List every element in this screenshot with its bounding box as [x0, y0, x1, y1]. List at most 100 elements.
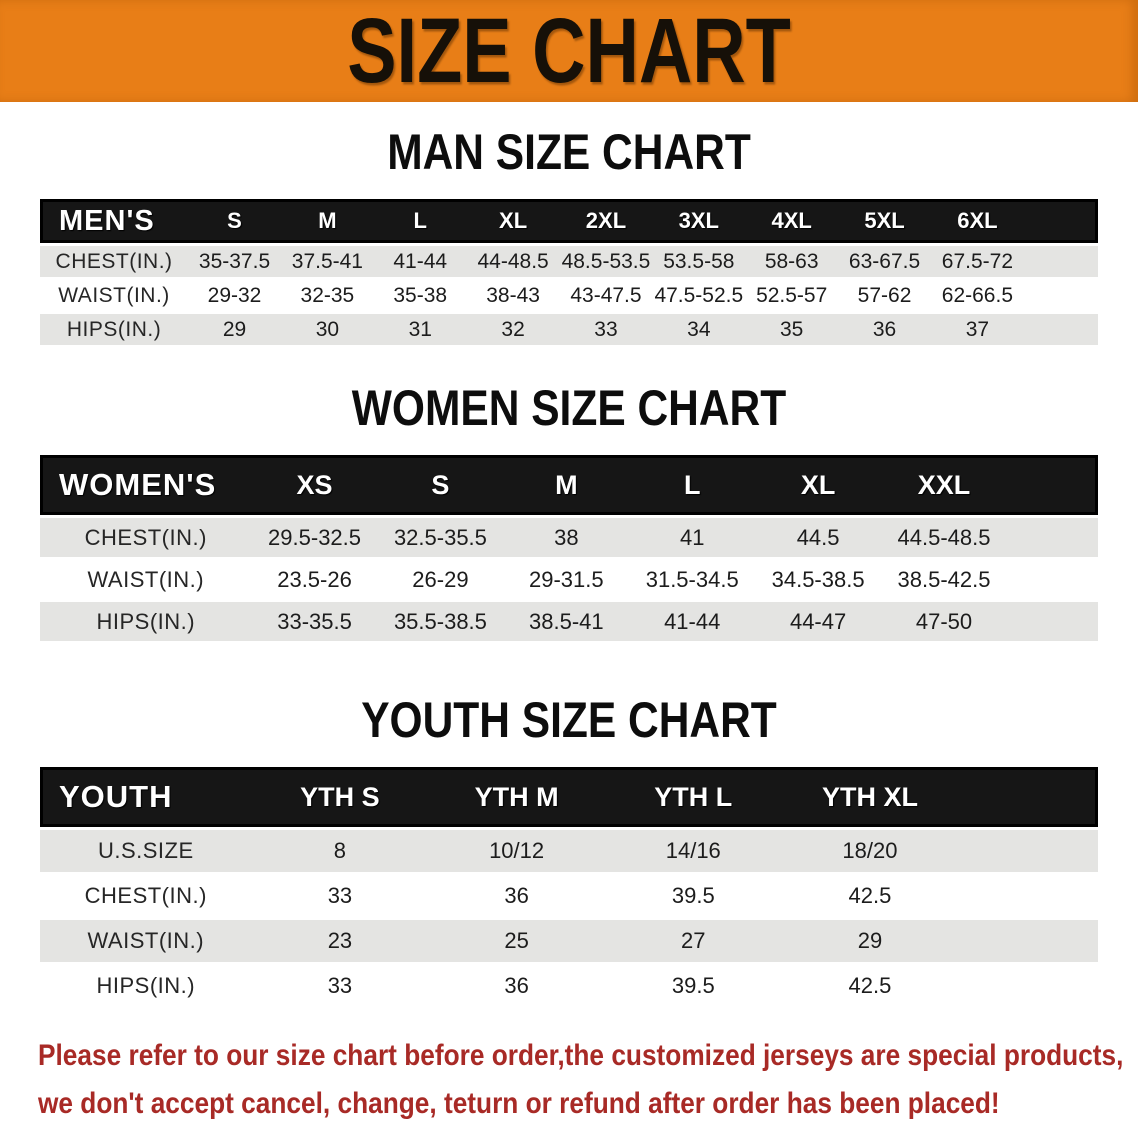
measurement-value-cell: 32.5-35.5 — [377, 518, 504, 557]
size-column-header: YTH M — [428, 767, 605, 827]
row-filler-cell — [1023, 280, 1098, 311]
measurement-value-cell: 31 — [373, 314, 467, 345]
youth-table-header-row: YOUTH YTH S YTH M YTH L YTH XL — [40, 767, 1098, 827]
measurement-value-cell: 37.5-41 — [280, 246, 374, 277]
table-row: HIPS(IN.) 33 36 39.5 42.5 — [40, 965, 1098, 1007]
size-column-header: L — [373, 199, 467, 243]
banner: SIZE CHART — [0, 0, 1138, 102]
measurement-value-cell: 33 — [251, 875, 429, 917]
table-corner-label: YOUTH — [40, 767, 252, 827]
table-row: U.S.SIZE 8 10/12 14/16 18/20 — [40, 830, 1098, 872]
header-filler-cell — [1023, 199, 1098, 243]
measurement-value-cell: 29.5-32.5 — [251, 518, 378, 557]
size-column-header: XL — [466, 199, 560, 243]
measurement-value-cell: 8 — [251, 830, 429, 872]
measurement-value-cell: 29-31.5 — [503, 560, 630, 599]
section-men: MAN SIZE CHART MEN'S S M L XL 2XL 3XL 4XL 5XL 6XL… — [0, 126, 1138, 348]
measurement-value-cell: 23 — [251, 920, 429, 962]
disclaimer-line-2: we don't accept cancel, change, teturn o… — [38, 1087, 1000, 1120]
table-corner-label: MEN'S — [40, 199, 189, 243]
women-size-table: WOMEN'S XS S M L XL XXL CHEST(IN.) 29.5-32.5 32.… — [40, 452, 1098, 644]
size-column-header: XS — [251, 455, 378, 515]
measurement-value-cell: 31.5-34.5 — [629, 560, 756, 599]
measurement-value-cell: 63-67.5 — [838, 246, 931, 277]
size-column-header: YTH XL — [781, 767, 959, 827]
women-table-header-row: WOMEN'S XS S M L XL XXL — [40, 455, 1098, 515]
measurement-row-label: HIPS(IN.) — [40, 965, 252, 1007]
table-row: CHEST(IN.) 35-37.5 37.5-41 41-44 44-48.5 48.5… — [40, 246, 1098, 277]
measurement-value-cell: 32 — [466, 314, 560, 345]
measurement-value-cell: 34.5-38.5 — [755, 560, 882, 599]
measurement-row-label: CHEST(IN.) — [40, 518, 252, 557]
size-column-header: 5XL — [838, 199, 931, 243]
table-row: CHEST(IN.) 33 36 39.5 42.5 — [40, 875, 1098, 917]
header-filler-cell — [1006, 455, 1098, 515]
men-section-heading: MAN SIZE CHART — [387, 124, 751, 180]
measurement-value-cell: 47-50 — [881, 602, 1007, 641]
measurement-row-label: HIPS(IN.) — [40, 602, 252, 641]
measurement-value-cell: 35 — [745, 314, 839, 345]
measurement-value-cell: 29 — [781, 920, 959, 962]
measurement-value-cell: 33 — [559, 314, 653, 345]
row-filler-cell — [1023, 246, 1098, 277]
measurement-value-cell: 36 — [838, 314, 931, 345]
row-filler-cell — [958, 965, 1098, 1007]
disclaimer-line-1: Please refer to our size chart before or… — [38, 1039, 1124, 1072]
measurement-value-cell: 36 — [428, 965, 605, 1007]
measurement-value-cell: 62-66.5 — [930, 280, 1024, 311]
size-column-header: 4XL — [745, 199, 839, 243]
youth-section-heading: YOUTH SIZE CHART — [361, 692, 777, 748]
measurement-row-label: WAIST(IN.) — [40, 560, 252, 599]
measurement-value-cell: 14/16 — [604, 830, 782, 872]
size-column-header: YTH S — [251, 767, 429, 827]
size-column-header: M — [503, 455, 630, 515]
row-filler-cell — [1006, 602, 1098, 641]
measurement-value-cell: 44-48.5 — [466, 246, 560, 277]
measurement-value-cell: 44-47 — [755, 602, 882, 641]
measurement-value-cell: 32-35 — [280, 280, 374, 311]
size-column-header: L — [629, 455, 756, 515]
measurement-value-cell: 18/20 — [781, 830, 959, 872]
measurement-value-cell: 37 — [930, 314, 1024, 345]
measurement-value-cell: 44.5-48.5 — [881, 518, 1007, 557]
size-column-header: XXL — [881, 455, 1007, 515]
measurement-value-cell: 35-37.5 — [188, 246, 281, 277]
header-filler-cell — [958, 767, 1098, 827]
measurement-row-label: WAIST(IN.) — [40, 280, 189, 311]
row-filler-cell — [958, 875, 1098, 917]
table-row: HIPS(IN.) 33-35.5 35.5-38.5 38.5-41 41-44 44-… — [40, 602, 1098, 641]
size-column-header: 2XL — [559, 199, 653, 243]
measurement-row-label: WAIST(IN.) — [40, 920, 252, 962]
men-table-header-row: MEN'S S M L XL 2XL 3XL 4XL 5XL 6XL — [40, 199, 1098, 243]
measurement-row-label: U.S.SIZE — [40, 830, 252, 872]
measurement-value-cell: 23.5-26 — [251, 560, 378, 599]
measurement-value-cell: 30 — [280, 314, 374, 345]
measurement-value-cell: 29 — [188, 314, 281, 345]
measurement-value-cell: 38.5-42.5 — [881, 560, 1007, 599]
size-column-header: M — [280, 199, 374, 243]
row-filler-cell — [1006, 560, 1098, 599]
row-filler-cell — [1023, 314, 1098, 345]
men-size-table: MEN'S S M L XL 2XL 3XL 4XL 5XL 6XL CHEST(IN.) 35-3… — [40, 196, 1098, 348]
measurement-row-label: CHEST(IN.) — [40, 246, 189, 277]
row-filler-cell — [1006, 518, 1098, 557]
measurement-value-cell: 33 — [251, 965, 429, 1007]
table-row: WAIST(IN.) 23 25 27 29 — [40, 920, 1098, 962]
measurement-value-cell: 42.5 — [781, 875, 959, 917]
table-row: WAIST(IN.) 29-32 32-35 35-38 38-43 43-47.5 47.… — [40, 280, 1098, 311]
women-section-heading: WOMEN SIZE CHART — [351, 380, 787, 436]
measurement-row-label: HIPS(IN.) — [40, 314, 189, 345]
measurement-row-label: CHEST(IN.) — [40, 875, 252, 917]
measurement-value-cell: 35-38 — [373, 280, 467, 311]
size-column-header: S — [188, 199, 281, 243]
table-row: HIPS(IN.) 29 30 31 32 33 34 35 36 37 — [40, 314, 1098, 345]
size-column-header: 6XL — [930, 199, 1024, 243]
measurement-value-cell: 44.5 — [755, 518, 882, 557]
measurement-value-cell: 38.5-41 — [503, 602, 630, 641]
measurement-value-cell: 53.5-58 — [652, 246, 746, 277]
measurement-value-cell: 34 — [652, 314, 746, 345]
measurement-value-cell: 41 — [629, 518, 756, 557]
measurement-value-cell: 42.5 — [781, 965, 959, 1007]
measurement-value-cell: 39.5 — [604, 875, 782, 917]
